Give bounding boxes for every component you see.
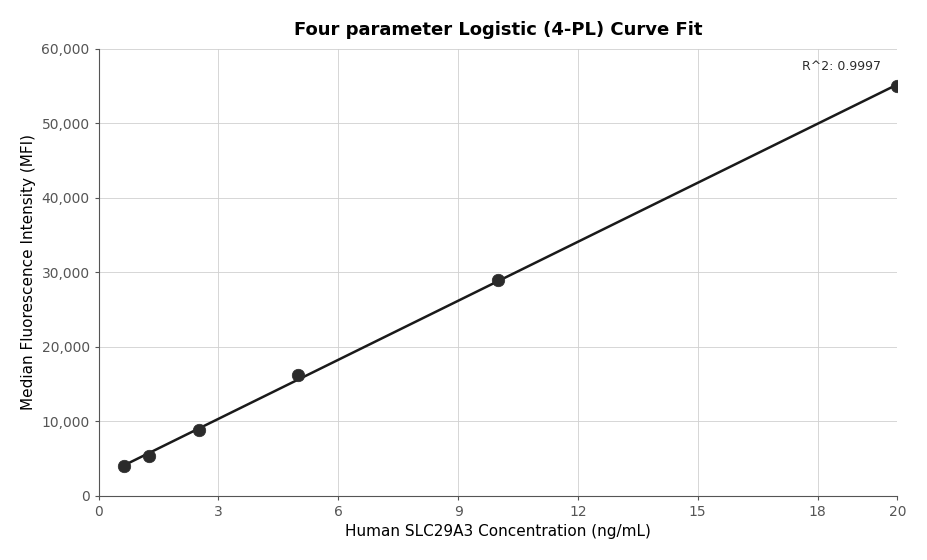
Text: R^2: 0.9997: R^2: 0.9997 bbox=[802, 60, 881, 73]
Point bbox=[890, 82, 905, 91]
Point bbox=[191, 426, 206, 435]
X-axis label: Human SLC29A3 Concentration (ng/mL): Human SLC29A3 Concentration (ng/mL) bbox=[345, 524, 651, 539]
Point bbox=[490, 275, 505, 284]
Title: Four parameter Logistic (4-PL) Curve Fit: Four parameter Logistic (4-PL) Curve Fit bbox=[294, 21, 703, 39]
Point bbox=[291, 371, 306, 380]
Point bbox=[141, 451, 156, 460]
Point bbox=[116, 461, 131, 470]
Y-axis label: Median Fluorescence Intensity (MFI): Median Fluorescence Intensity (MFI) bbox=[20, 134, 36, 410]
